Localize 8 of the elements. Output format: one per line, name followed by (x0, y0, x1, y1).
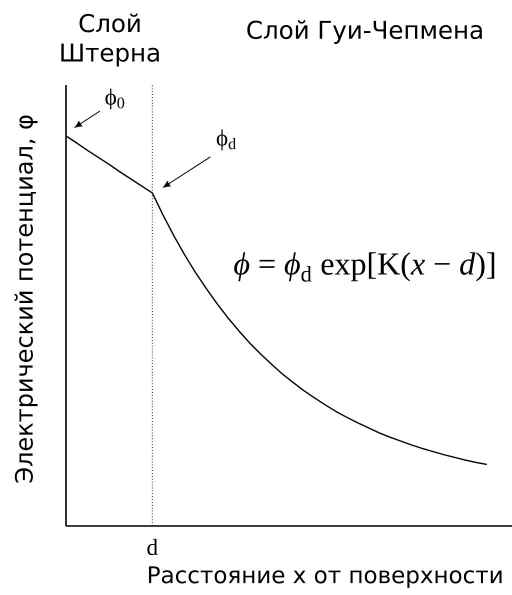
y-axis-title: Электрический потенциал, φ (14, 115, 38, 482)
text: d (147, 538, 158, 556)
x-axis-title: Расстояние x от поверхности (148, 566, 502, 588)
text: Слой Штерна (61, 13, 159, 67)
text: ϕ = ϕ$_{d}$ exp[K(x − d)] (234, 252, 494, 282)
text: Слой Гуи-Чепмена (247, 20, 482, 44)
annotation: ϕ$_{d}$ (216, 130, 236, 150)
text: ϕ$_{0}$ (105, 88, 124, 110)
